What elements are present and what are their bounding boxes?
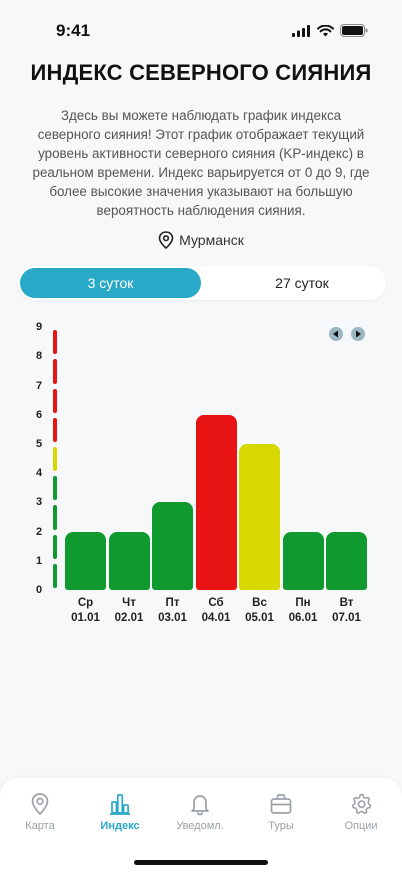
gear-icon (351, 793, 372, 815)
scale-segment (53, 447, 57, 472)
y-tick-label: 2 (36, 525, 43, 538)
triangle-right-icon (356, 330, 361, 338)
location-label: Мурманск (179, 232, 244, 248)
x-tick-label: Чт (122, 597, 136, 609)
tab-options-label: Опции (344, 820, 378, 832)
tab-tours-label: Туры (268, 820, 294, 832)
scale-segment (53, 563, 57, 588)
bar[interactable] (108, 531, 150, 590)
scale-segment (53, 505, 57, 530)
tab-index-label: Индекс (100, 820, 140, 832)
status-time: 9:41 (56, 21, 91, 40)
page-title: ИНДЕКС СЕВЕРНОГО СИЯНИЯ (30, 60, 372, 85)
x-tick-label: Пт (165, 597, 180, 609)
bar[interactable] (195, 414, 237, 590)
signal-icon (292, 24, 310, 37)
scale-segment (53, 417, 57, 442)
tab-map[interactable]: Карта (0, 792, 80, 832)
map-pin-icon (31, 793, 49, 816)
kp-index-chart: 0 1 2 3 4 5 6 7 8 9 Ср 01.01 Чт 02.01 Пт 03.01 Сб 04.01 Вс… (0, 312, 402, 642)
y-tick-label: 7 (36, 379, 43, 392)
x-date-label: 07.01 (332, 612, 361, 624)
y-tick-label: 8 (36, 350, 43, 363)
scale-segment (53, 476, 57, 501)
x-date-label: 05.01 (245, 612, 274, 624)
tab-notifications-label: Уведомл. (176, 820, 224, 832)
y-tick-label: 5 (36, 438, 43, 450)
scale-segment (53, 359, 57, 384)
battery-icon (340, 24, 368, 37)
wifi-icon (317, 24, 334, 36)
chart-prev-button[interactable] (329, 327, 343, 341)
bar[interactable] (239, 444, 280, 590)
briefcase-icon (270, 794, 292, 814)
y-tick-label: 9 (36, 321, 43, 334)
bar[interactable] (152, 502, 193, 590)
tab-index[interactable]: Индекс (80, 792, 160, 832)
y-tick-label: 1 (36, 554, 43, 567)
scale-segment (53, 330, 57, 355)
period-27-days-tab[interactable]: 27 суток (275, 275, 329, 291)
period-3-days-tab[interactable]: 3 суток (20, 268, 201, 298)
x-tick-label: Вс (252, 597, 267, 609)
bottom-tab-bar: Карта Индекс Уведомл. Туры Опции (0, 778, 402, 874)
bar[interactable] (65, 531, 106, 590)
status-bar: 9:41 (0, 0, 402, 54)
y-tick-label: 4 (36, 467, 43, 480)
tab-tours[interactable]: Туры (241, 792, 321, 832)
x-tick-label: Пн (295, 597, 311, 609)
bar-chart-icon (110, 794, 130, 815)
x-tick-label: Вт (339, 597, 354, 609)
x-date-label: 03.01 (158, 612, 187, 624)
status-icons (292, 24, 368, 37)
home-indicator (134, 860, 268, 865)
page-description: Здесь вы можете наблюдать график индекса… (32, 108, 370, 218)
tab-options[interactable]: Опции (321, 792, 401, 832)
triangle-left-icon (333, 330, 338, 338)
y-tick-label: 0 (36, 584, 43, 596)
location[interactable]: Мурманск (0, 231, 402, 249)
location-pin-icon (158, 231, 174, 249)
bar[interactable] (282, 531, 324, 590)
y-tick-label: 6 (36, 408, 43, 421)
x-date-label: 02.01 (114, 612, 144, 624)
scale-segment (53, 534, 57, 559)
bar[interactable] (326, 531, 367, 590)
x-tick-label: Ср (77, 597, 94, 609)
y-tick-label: 3 (36, 496, 43, 509)
tab-map-label: Карта (25, 820, 55, 832)
bell-icon (191, 795, 209, 816)
scale-segment (53, 388, 57, 413)
x-tick-label: Сб (208, 597, 224, 609)
x-date-label: 01.01 (71, 612, 100, 624)
period-switcher: 3 суток 27 суток (18, 266, 386, 300)
x-date-label: 06.01 (288, 612, 318, 624)
tab-notifications[interactable]: Уведомл. (160, 792, 240, 832)
x-date-label: 04.01 (201, 612, 231, 624)
chart-next-button[interactable] (351, 327, 365, 341)
